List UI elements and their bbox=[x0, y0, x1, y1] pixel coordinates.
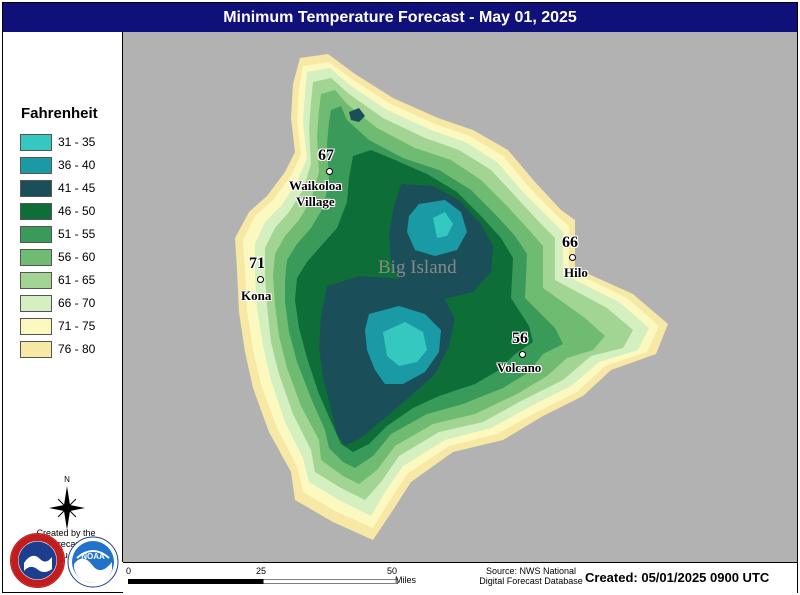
data-source: Source: NWS National Digital Forecast Da… bbox=[479, 566, 583, 586]
legend-swatch bbox=[20, 156, 52, 174]
legend-panel: Fahrenheit 31 - 35 36 - 40 41 - 45 46 - 50 5… bbox=[3, 32, 123, 562]
hilo-temp: 66 bbox=[562, 234, 578, 251]
hilo-name: Hilo bbox=[564, 265, 588, 280]
noaa-logo-icon: NOAA bbox=[67, 536, 119, 588]
credits-line-2: NWS Forecast Office bbox=[23, 539, 109, 549]
volcano-marker-icon bbox=[519, 351, 526, 358]
legend-item: 46 - 50 bbox=[20, 201, 95, 221]
kona-marker-icon bbox=[257, 276, 264, 283]
waikoloa-name: Waikoloa Village bbox=[289, 178, 342, 210]
legend-item: 36 - 40 bbox=[20, 155, 95, 175]
summit-41-45 bbox=[349, 108, 365, 122]
band-31-35-south bbox=[383, 322, 427, 366]
legend-swatch bbox=[20, 294, 52, 312]
legend-item: 61 - 65 bbox=[20, 270, 95, 290]
waikoloa-name-2: Village bbox=[296, 194, 335, 209]
legend-item: 76 - 80 bbox=[20, 339, 95, 359]
legend-swatch bbox=[20, 340, 52, 358]
created-timestamp: Created: 05/01/2025 0900 UTC bbox=[585, 570, 770, 585]
kona-temp: 71 bbox=[249, 255, 265, 272]
volcano-name: Volcano bbox=[497, 360, 542, 375]
north-arrow-icon: N bbox=[49, 475, 85, 530]
legend-swatch bbox=[20, 202, 52, 220]
waikoloa-temp: 67 bbox=[318, 147, 334, 164]
temperature-map bbox=[235, 54, 668, 540]
legend-title: Fahrenheit bbox=[21, 105, 98, 122]
footer-bar: 0 25 50 Miles Source: NWS National Digit… bbox=[123, 562, 797, 593]
map-title: Minimum Temperature Forecast - May 01, 2… bbox=[3, 3, 797, 32]
volcano-temp: 56 bbox=[512, 330, 528, 347]
north-label: N bbox=[64, 475, 70, 484]
scale-bar bbox=[128, 579, 398, 584]
legend-swatch bbox=[20, 271, 52, 289]
nws-logo-icon bbox=[10, 533, 65, 588]
waikoloa-name-1: Waikoloa bbox=[289, 178, 342, 193]
map-area[interactable]: Big Island 67 Waikoloa Village 71 Kona 6… bbox=[123, 32, 797, 562]
credits-line-1: Created by the bbox=[36, 528, 96, 538]
legend-swatch bbox=[20, 179, 52, 197]
scale-tick-0: 0 bbox=[126, 566, 132, 576]
region-label: Big Island bbox=[378, 257, 457, 278]
credits-line-3: Honolulu, Hawaii bbox=[32, 550, 100, 560]
legend-swatch bbox=[20, 225, 52, 243]
legend-label: 46 - 50 bbox=[58, 204, 96, 218]
legend-label: 51 - 55 bbox=[58, 227, 96, 241]
legend-swatch bbox=[20, 248, 52, 266]
legend-item: 31 - 35 bbox=[20, 132, 95, 152]
credits: Created by the NWS Forecast Office Honol… bbox=[9, 528, 123, 561]
legend-item: 51 - 55 bbox=[20, 224, 95, 244]
legend-label: 56 - 60 bbox=[58, 250, 96, 264]
legend-swatch bbox=[20, 133, 52, 151]
waikoloa-marker-icon bbox=[326, 168, 333, 175]
legend-label: 71 - 75 bbox=[58, 319, 96, 333]
legend-label: 76 - 80 bbox=[58, 342, 96, 356]
legend-item: 71 - 75 bbox=[20, 316, 95, 336]
legend-label: 61 - 65 bbox=[58, 273, 96, 287]
legend-item: 66 - 70 bbox=[20, 293, 95, 313]
legend-label: 31 - 35 bbox=[58, 135, 96, 149]
legend-swatch bbox=[20, 317, 52, 335]
kona-name: Kona bbox=[241, 288, 272, 303]
legend-item: 41 - 45 bbox=[20, 178, 95, 198]
hilo-marker-icon bbox=[569, 254, 576, 261]
legend-item: 56 - 60 bbox=[20, 247, 95, 267]
legend-label: 41 - 45 bbox=[58, 181, 96, 195]
noaa-logo-text: NOAA bbox=[81, 552, 105, 561]
legend-label: 66 - 70 bbox=[58, 296, 96, 310]
scale-units: Miles bbox=[395, 575, 417, 585]
scale-tick-25: 25 bbox=[256, 566, 267, 576]
band-31-35 bbox=[433, 212, 453, 238]
legend-label: 36 - 40 bbox=[58, 158, 96, 172]
scale-tick-50: 50 bbox=[387, 566, 398, 576]
